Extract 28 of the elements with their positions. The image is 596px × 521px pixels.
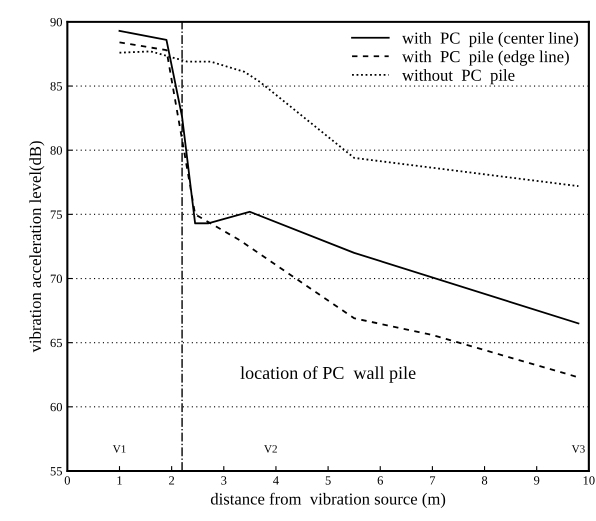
y-tick-label: 75 <box>50 210 62 219</box>
x-tick-label: 8 <box>482 476 488 485</box>
y-tick-label: 60 <box>50 402 62 412</box>
x-tick-label: 6 <box>378 476 383 485</box>
x-tick-label: 5 <box>326 476 331 485</box>
x-tick-label: 9 <box>534 476 540 485</box>
annotation: V2 <box>264 445 277 453</box>
y-tick-label: 80 <box>50 146 62 155</box>
y-tick-label: 90 <box>50 18 62 26</box>
x-tick-label: 7 <box>430 476 436 485</box>
x-tick-label: 1 <box>117 476 122 485</box>
annotation: V3 <box>572 445 585 453</box>
x-tick-label: 4 <box>273 476 279 485</box>
annotation: location of PC wall pile <box>240 366 416 383</box>
x-tick-label: 0 <box>64 476 70 485</box>
y-axis-title: vibration acceleration level(dB) <box>29 141 44 352</box>
legend-label: without PC pile <box>402 69 514 84</box>
annotation: V1 <box>112 445 126 453</box>
y-tick-label: 70 <box>50 274 62 283</box>
y-tick-label: 55 <box>50 467 62 476</box>
x-tick-label: 2 <box>169 476 174 485</box>
y-tick-label: 85 <box>50 82 62 90</box>
y-tick-label: 65 <box>50 338 62 348</box>
legend-label: with PC pile (edge line) <box>402 50 569 66</box>
x-tick-label: 10 <box>584 476 595 485</box>
x-tick-label: 3 <box>221 476 226 485</box>
x-axis-title: distance from vibration source (m) <box>210 492 446 508</box>
legend-label: with PC pile (center line) <box>402 32 578 48</box>
